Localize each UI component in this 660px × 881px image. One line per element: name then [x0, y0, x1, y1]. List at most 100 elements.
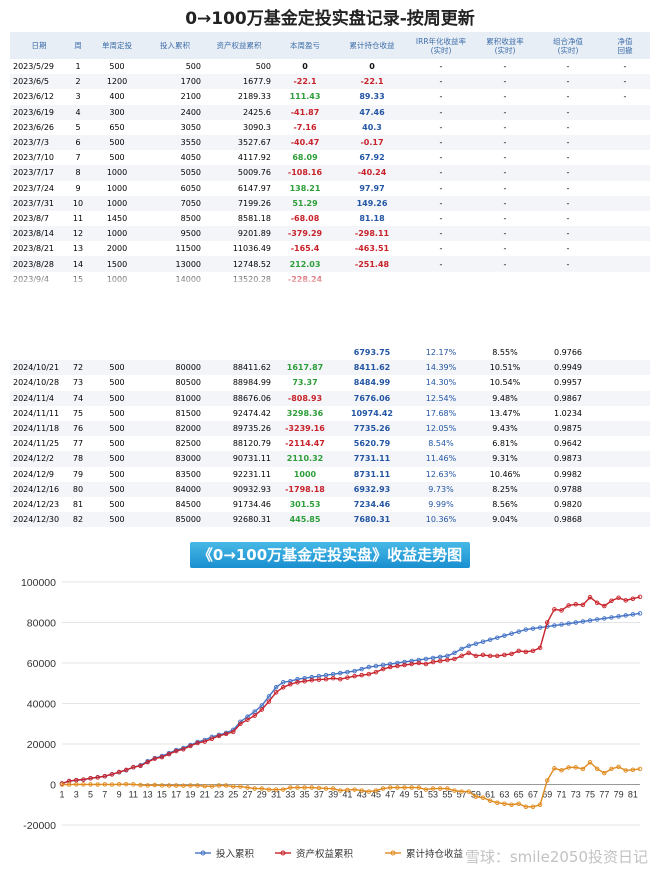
x-tick-label: 65: [514, 790, 524, 800]
table-cell: 500: [109, 408, 125, 418]
data-point: [502, 801, 507, 806]
table-cell: -: [408, 256, 474, 272]
x-tick-label: 1: [59, 790, 64, 800]
table-cell: 10.36%: [408, 512, 474, 528]
data-point: [466, 650, 471, 656]
data-point: [138, 782, 143, 788]
data-point: [188, 743, 193, 749]
table-cell: 92474.42: [232, 408, 271, 418]
table-cell: 1000: [293, 469, 317, 479]
table-cell: -: [474, 74, 536, 90]
table-cell: 0.9642: [554, 439, 582, 449]
data-point: [352, 668, 357, 674]
data-point: [587, 594, 593, 600]
table-cell: 2023/8/14: [10, 226, 68, 242]
table-cell: [600, 120, 650, 135]
table-cell: 0.9766: [554, 348, 582, 358]
table-cell: [600, 241, 650, 256]
table-cell: -: [503, 244, 507, 254]
table-cell: 9.73%: [408, 481, 474, 497]
table-cell: 301.53: [289, 499, 321, 509]
data-point: [152, 756, 158, 761]
table-cell: 0: [369, 62, 375, 72]
table-cell: 6932.93: [336, 481, 408, 497]
data-point: [273, 685, 279, 690]
data-point: [309, 785, 315, 790]
table-cell: 500: [109, 499, 125, 509]
data-point: [131, 764, 136, 770]
table-cell: -: [439, 62, 443, 72]
table-cell: 11500: [175, 244, 201, 254]
data-point: [437, 658, 443, 664]
table-cell: 138.21: [289, 183, 321, 193]
data-point: [630, 612, 636, 617]
data-point: [123, 767, 129, 773]
table-cell: [600, 104, 650, 120]
table-cell: 2024/11/18: [10, 420, 68, 437]
table-cell: -: [536, 165, 600, 181]
data-point: [609, 766, 614, 772]
table-cell: -: [536, 195, 600, 211]
table-cell: -: [566, 62, 570, 72]
x-tick-label: 61: [485, 790, 495, 800]
data-point: [373, 663, 379, 669]
data-point: [81, 782, 86, 787]
table-cell: 1617.87: [274, 360, 336, 376]
data-point: [430, 655, 436, 661]
data-point: [245, 717, 250, 722]
x-tick-label: 13: [143, 790, 153, 800]
table-row: 2023/7/10 7 500 4050 4117.92 68.09 67.92 - - -: [10, 150, 650, 165]
table-cell: -: [566, 92, 570, 102]
table-cell: 10: [68, 195, 88, 211]
table-cell: -: [408, 74, 474, 90]
table-cell: -7.16: [293, 122, 317, 132]
table-cell: 11.46%: [408, 451, 474, 467]
table-cell: [204, 345, 274, 360]
data-point: [359, 788, 364, 793]
table-cell: 78: [68, 451, 88, 467]
table-cell: 500: [88, 390, 146, 406]
table-cell: -1798.18: [274, 481, 336, 497]
data-point: [266, 787, 272, 792]
data-point: [102, 773, 108, 779]
data-point: [445, 653, 450, 659]
table-cell: 650: [109, 122, 125, 132]
table-cell: -22.1: [336, 74, 408, 90]
data-point: [637, 611, 643, 616]
x-tick-label: 35: [300, 790, 310, 800]
data-point: [345, 669, 350, 675]
table-cell: -: [439, 213, 443, 223]
table-cell: 2023/7/17: [10, 165, 68, 181]
table-cell: 1200: [88, 74, 146, 90]
data-point: [88, 775, 93, 781]
table-cell: 0: [302, 62, 308, 72]
page-title: 0→100万基金定投实盘记录-按周更新: [185, 9, 475, 29]
table-cell: 12: [68, 226, 88, 242]
table-cell: -: [439, 153, 443, 163]
series-line: [61, 612, 641, 785]
data-point: [309, 677, 315, 683]
data-point: [252, 713, 257, 718]
data-point: [430, 659, 436, 665]
table-cell: -: [474, 195, 536, 211]
table-cell: 8: [68, 165, 88, 181]
data-point: [544, 620, 550, 625]
table-cell: 2023/6/5: [10, 74, 68, 90]
table-cell: 500: [185, 62, 201, 72]
data-point: [537, 625, 543, 630]
data-point: [580, 602, 586, 608]
table-cell: 7676.06: [336, 390, 408, 406]
data-point: [573, 620, 579, 625]
table-cell: 0.9820: [554, 499, 582, 509]
table-row: 2024/12/30 82 500 85000 92680.31 445.85 7680.3…: [10, 512, 650, 528]
data-point: [259, 786, 265, 791]
data-point: [59, 782, 65, 787]
legend-marker: [280, 850, 286, 856]
data-point: [74, 777, 79, 783]
table-cell: 9500: [146, 226, 204, 242]
data-point: [188, 783, 193, 788]
data-point: [288, 682, 293, 687]
series-line: [61, 761, 641, 808]
table-cell: 72: [68, 360, 88, 376]
chart-title-banner: 《0→100万基金定投实盘》收益走势图: [190, 542, 470, 568]
